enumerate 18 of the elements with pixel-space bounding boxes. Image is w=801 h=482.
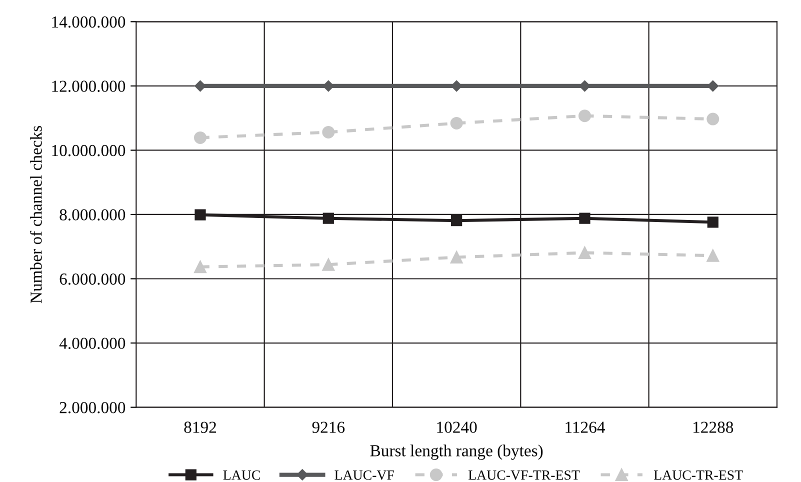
legend-label: LAUC-VF-TR-EST — [468, 470, 580, 480]
x-tick-label: 12288 — [694, 422, 734, 433]
legend-label: LAUC — [223, 470, 260, 480]
y-tick-label: 10.000.000 — [52, 144, 126, 156]
legend-label: LAUC-TR-EST — [654, 470, 743, 480]
legend-label: LAUC-VF — [334, 470, 394, 480]
y-tick-label: 12.000.000 — [52, 80, 126, 92]
y-tick-label: 6.000.000 — [60, 273, 126, 285]
y-tick-label: 14.000.000 — [52, 16, 126, 28]
x-tick-label: 8192 — [184, 422, 216, 433]
x-tick-label: 11264 — [566, 422, 605, 433]
y-axis-title: Number of channel checks — [30, 126, 42, 304]
y-tick-label: 8.000.000 — [60, 209, 126, 221]
x-tick-label: 10240 — [437, 422, 477, 433]
y-tick-label: 4.000.000 — [59, 338, 126, 350]
x-tick-label: 9216 — [312, 422, 345, 433]
y-tick-label: 2.000.000 — [60, 402, 126, 414]
x-axis-title: Burst length range (bytes) — [370, 444, 543, 460]
